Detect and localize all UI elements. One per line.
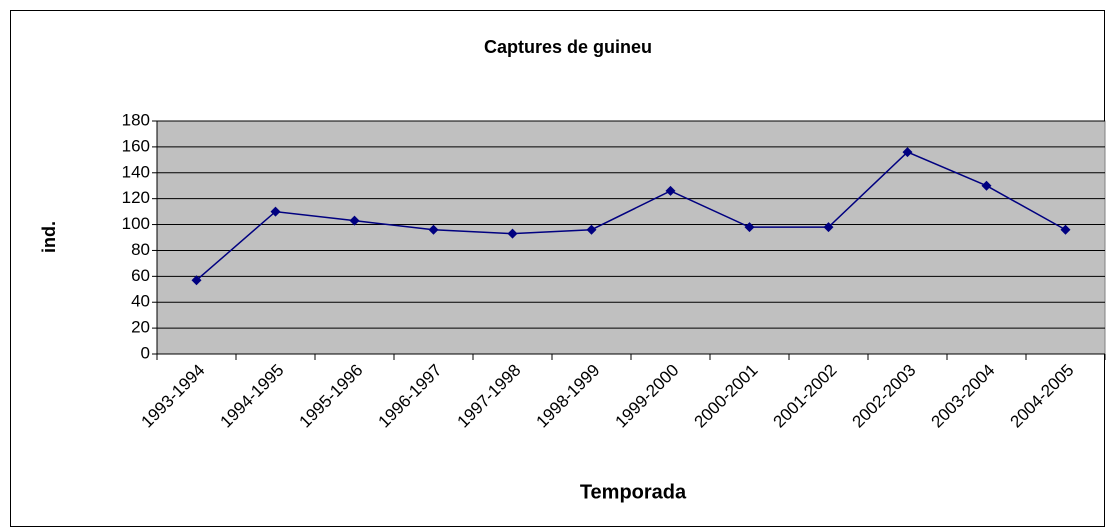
data-point bbox=[744, 222, 755, 233]
y-tick-label: 100 bbox=[122, 214, 150, 233]
y-tick-label: 140 bbox=[122, 162, 150, 181]
data-point bbox=[1060, 224, 1071, 235]
data-point bbox=[981, 180, 992, 191]
y-tick-label: 120 bbox=[122, 188, 150, 207]
x-axis-label: Temporada bbox=[580, 481, 687, 503]
y-axis-label: ind. bbox=[39, 221, 59, 253]
data-point bbox=[823, 222, 834, 233]
data-point bbox=[270, 206, 281, 217]
plot-area bbox=[156, 120, 1106, 355]
y-tick-label: 80 bbox=[131, 240, 150, 259]
data-point bbox=[902, 147, 913, 158]
data-point bbox=[507, 228, 518, 239]
y-tick-label: 40 bbox=[131, 292, 150, 311]
data-point bbox=[349, 215, 360, 226]
data-point bbox=[428, 224, 439, 235]
y-tick-label: 160 bbox=[122, 136, 150, 155]
series-line bbox=[196, 151, 1066, 281]
data-point bbox=[665, 185, 676, 196]
y-tick-label: 60 bbox=[131, 266, 150, 285]
y-tick-label: 20 bbox=[131, 318, 150, 337]
y-tick-label: 180 bbox=[122, 110, 150, 129]
data-point bbox=[586, 224, 597, 235]
y-tick-label: 0 bbox=[141, 343, 150, 362]
data-point bbox=[191, 275, 202, 286]
chart-title: Captures de guineu bbox=[484, 37, 652, 57]
